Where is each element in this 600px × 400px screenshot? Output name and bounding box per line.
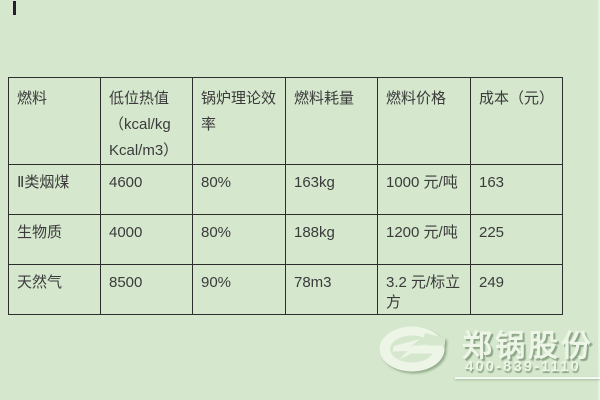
watermark-hotline: 400-839-1110: [465, 358, 581, 375]
cell-efficiency: 90%: [192, 264, 286, 315]
cell-fuel: Ⅱ类烟煤: [8, 164, 101, 215]
cell-cost: 163: [470, 164, 563, 215]
cell-cost: 225: [470, 214, 563, 265]
header-heating-value: 低位热值 （kcal/kg Kcal/m3）: [100, 77, 193, 165]
cell-cost: 249: [470, 264, 563, 315]
cell-heating-value: 8500: [100, 264, 193, 315]
cell-consumption: 188kg: [285, 214, 378, 265]
header-consumption: 燃料耗量: [285, 77, 378, 165]
cell-heating-value: 4000: [100, 214, 193, 265]
table-row-biomass: 生物质 4000 80% 188kg 1200 元/吨 225: [8, 214, 563, 265]
table-header-row: 燃料 低位热值 （kcal/kg Kcal/m3） 锅炉理论效率 燃料耗量 燃料…: [8, 77, 563, 165]
table-row-natural-gas: 天然气 8500 90% 78m3 3.2 元/标立方 249: [8, 264, 563, 315]
company-watermark: 郑锅股份 400-839-1110: [370, 320, 600, 394]
header-price: 燃料价格: [377, 77, 471, 165]
watermark-company-name: 郑锅股份: [462, 330, 594, 363]
header-cost: 成本（元）: [470, 77, 563, 165]
cell-price: 1000 元/吨: [377, 164, 471, 215]
cell-fuel: 天然气: [8, 264, 101, 315]
watermark-divider: [455, 377, 600, 379]
cell-price: 3.2 元/标立方: [377, 264, 471, 315]
right-edge-highlight: [598, 0, 600, 400]
cell-efficiency: 80%: [192, 214, 286, 265]
fuel-cost-comparison-table: 燃料 低位热值 （kcal/kg Kcal/m3） 锅炉理论效率 燃料耗量 燃料…: [8, 77, 563, 315]
header-fuel: 燃料: [8, 77, 101, 165]
zg-logo-icon: [379, 326, 445, 372]
cell-price: 1200 元/吨: [377, 214, 471, 265]
header-efficiency: 锅炉理论效率: [192, 77, 286, 165]
cell-heating-value: 4600: [100, 164, 193, 215]
cell-fuel: 生物质: [8, 214, 101, 265]
cell-efficiency: 80%: [192, 164, 286, 215]
cell-consumption: 78m3: [285, 264, 378, 315]
table-row-coal: Ⅱ类烟煤 4600 80% 163kg 1000 元/吨 163: [8, 164, 563, 215]
cell-consumption: 163kg: [285, 164, 378, 215]
text-cursor: [13, 1, 16, 15]
